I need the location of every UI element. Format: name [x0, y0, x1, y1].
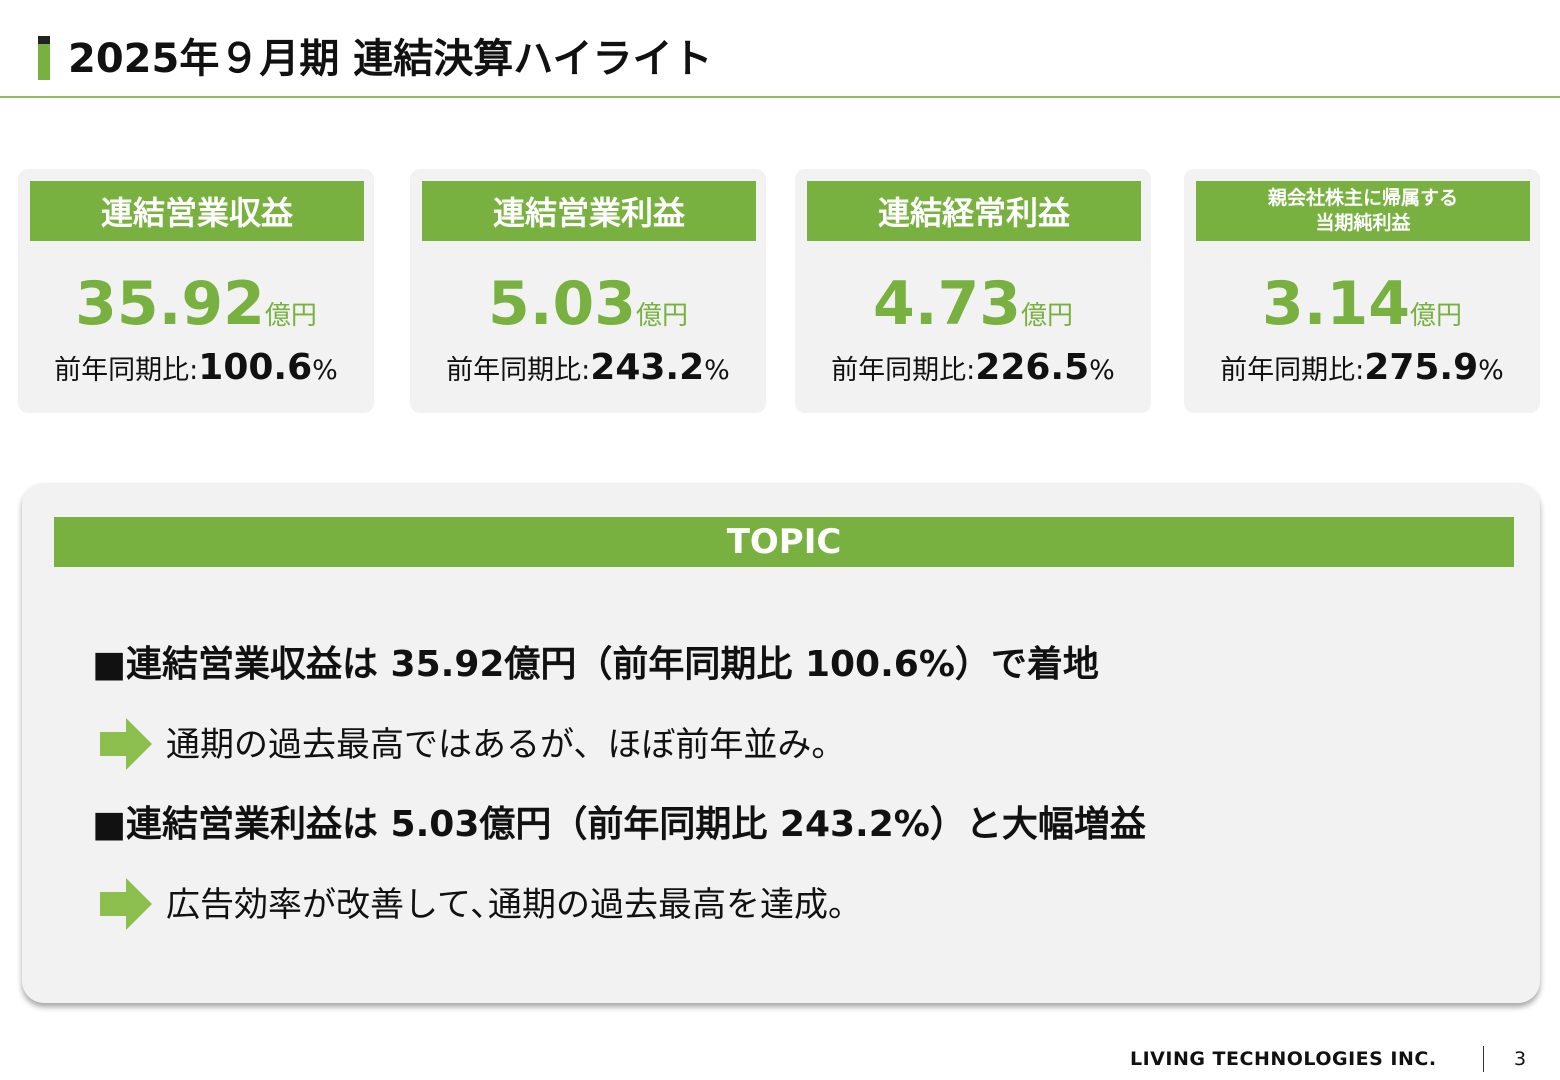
- topic-detail: 広告効率が改善して､通期の過去最高を達成。: [166, 885, 862, 925]
- kpi-label-line: 連結営業利益: [492, 194, 685, 232]
- topic-title: TOPIC: [54, 517, 1514, 567]
- company-name: LIVING TECHNOLOGIES INC.: [1130, 1048, 1437, 1070]
- kpi-label-line: 親会社株主に帰属する: [1267, 187, 1458, 209]
- kpi-label-line: 当期純利益: [1315, 212, 1411, 234]
- footer-separator: [1483, 1046, 1484, 1072]
- yoy-label: 前年同期比:: [446, 355, 591, 386]
- kpi-unit: 億円: [1410, 301, 1463, 331]
- arrow-icon: [100, 718, 152, 770]
- kpi-value: 3.14: [1261, 269, 1411, 339]
- title-rule: [0, 96, 1560, 98]
- arrow-icon: [100, 878, 152, 930]
- yoy-label: 前年同期比:: [54, 355, 199, 386]
- kpi-value: 4.73: [872, 269, 1022, 339]
- kpi-label-line: 連結経常利益: [877, 194, 1070, 232]
- slide-title: 2025年９月期 連結決算ハイライト: [68, 36, 713, 82]
- topic-heading: ■連結営業収益は 35.92億円（前年同期比 100.6%）で着地: [92, 644, 1099, 685]
- kpi-label-line: 連結営業収益: [100, 194, 293, 232]
- kpi-value-line: 5.03億円: [410, 269, 766, 339]
- yoy-unit: %: [1478, 355, 1504, 386]
- topic-panel: [22, 483, 1540, 1003]
- arrow-shape: [100, 878, 152, 930]
- yoy-label: 前年同期比:: [1220, 355, 1365, 386]
- kpi-card: 連結営業収益 35.92億円前年同期比:100.6%: [18, 169, 374, 413]
- yoy-unit: %: [704, 355, 730, 386]
- yoy-value: 100.6: [198, 347, 313, 388]
- kpi-unit: 億円: [1021, 301, 1074, 331]
- yoy-label: 前年同期比:: [831, 355, 976, 386]
- kpi-unit: 億円: [636, 301, 689, 331]
- kpi-value-line: 4.73億円: [795, 269, 1151, 339]
- kpi-card: 連結経常利益 4.73億円前年同期比:226.5%: [795, 169, 1151, 413]
- kpi-yoy: 前年同期比:226.5%: [795, 347, 1151, 388]
- topic-heading: ■連結営業利益は 5.03億円（前年同期比 243.2%）と大幅増益: [92, 804, 1146, 845]
- kpi-value-line: 35.92億円: [18, 269, 374, 339]
- kpi-yoy: 前年同期比:243.2%: [410, 347, 766, 388]
- yoy-value: 243.2: [590, 347, 705, 388]
- kpi-label: 連結営業収益: [30, 181, 364, 241]
- kpi-value-line: 3.14億円: [1184, 269, 1540, 339]
- kpi-unit: 億円: [264, 301, 317, 331]
- arrow-shape: [100, 718, 152, 770]
- kpi-label: 連結経常利益: [807, 181, 1141, 241]
- yoy-value: 275.9: [1364, 347, 1479, 388]
- kpi-value: 35.92: [75, 269, 265, 339]
- page-number: 3: [1514, 1048, 1527, 1070]
- kpi-yoy: 前年同期比:100.6%: [18, 347, 374, 388]
- topic-detail: 通期の過去最高ではあるが、ほぼ前年並み。: [166, 725, 846, 765]
- yoy-value: 226.5: [975, 347, 1090, 388]
- yoy-unit: %: [312, 355, 338, 386]
- kpi-card: 親会社株主に帰属する 当期純利益 3.14億円前年同期比:275.9%: [1184, 169, 1540, 413]
- kpi-card: 連結営業利益 5.03億円前年同期比:243.2%: [410, 169, 766, 413]
- kpi-yoy: 前年同期比:275.9%: [1184, 347, 1540, 388]
- kpi-value: 5.03: [487, 269, 637, 339]
- title-accent: [38, 36, 50, 80]
- kpi-label: 親会社株主に帰属する 当期純利益: [1196, 181, 1530, 241]
- kpi-label: 連結営業利益: [422, 181, 756, 241]
- yoy-unit: %: [1089, 355, 1115, 386]
